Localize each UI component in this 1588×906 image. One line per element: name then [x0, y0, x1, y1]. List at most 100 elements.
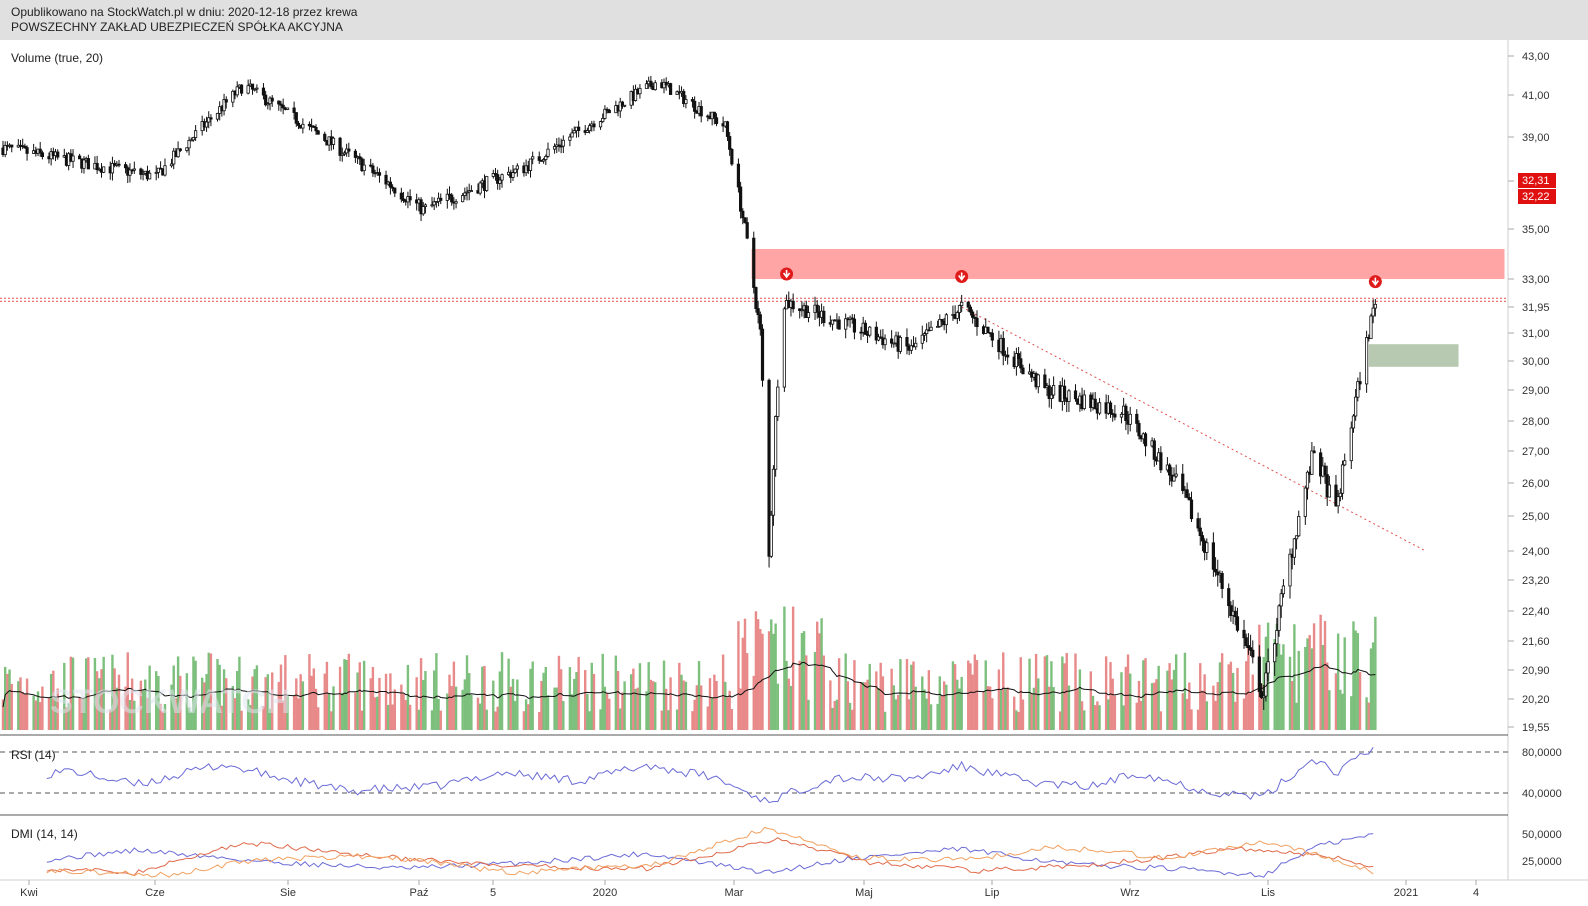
candle-body — [222, 99, 226, 112]
candle-body — [544, 155, 548, 160]
volume-bar — [1174, 654, 1178, 730]
candle-body — [123, 164, 128, 169]
candle-body — [1168, 464, 1172, 476]
candle-body — [743, 217, 747, 223]
volume-bar — [706, 706, 709, 730]
y-tick-label: 27,00 — [1522, 446, 1550, 458]
volume-bar — [384, 673, 388, 730]
volume-bar — [511, 678, 515, 730]
volume-bar — [277, 681, 280, 730]
volume-bar — [767, 631, 771, 730]
volume-bar — [1037, 678, 1040, 730]
volume-bar — [415, 677, 418, 730]
volume-bar — [448, 674, 451, 730]
volume-bar — [1190, 709, 1193, 730]
candle-body — [1327, 484, 1331, 498]
volume-bar — [1227, 664, 1230, 730]
candle-body — [863, 322, 867, 335]
volume-bar — [109, 709, 112, 730]
volume-bar — [417, 709, 421, 730]
candle-body — [1338, 492, 1342, 498]
volume-bar — [881, 676, 885, 730]
candle-body — [771, 468, 776, 516]
candle-body — [684, 99, 688, 105]
volume-bar — [87, 657, 90, 730]
volume-bar — [513, 700, 517, 730]
volume-bar — [1091, 695, 1095, 730]
volume-bar — [65, 707, 68, 730]
candle-body — [570, 132, 574, 138]
volume-bar — [323, 673, 326, 730]
candle-body — [465, 191, 469, 194]
volume-bar — [986, 686, 990, 730]
volume-bar — [402, 693, 405, 730]
candle-body — [905, 337, 909, 347]
y-tick-label: 21,60 — [1522, 636, 1550, 648]
candle-body — [1248, 647, 1253, 651]
volume-bar — [669, 677, 672, 730]
candle-body — [633, 88, 638, 101]
candle-body — [1159, 452, 1163, 471]
volume-bar — [1260, 683, 1263, 730]
y-tick-label: 31,95 — [1522, 302, 1550, 314]
volume-bar — [297, 698, 300, 730]
volume-bar — [1343, 637, 1346, 730]
volume-bar — [608, 698, 611, 730]
volume-bar — [584, 670, 587, 730]
candle-body — [1356, 381, 1360, 398]
candle-body — [769, 514, 773, 557]
volume-bar — [969, 663, 972, 730]
volume-bar — [509, 686, 512, 730]
candle-body — [1196, 518, 1200, 529]
volume-bar — [553, 687, 556, 730]
volume-bar — [557, 655, 561, 730]
volume-bar — [1168, 663, 1171, 730]
volume-bar — [34, 700, 38, 730]
dmi-minus-line — [46, 837, 1374, 876]
volume-bar — [281, 700, 285, 730]
volume-bar — [52, 670, 55, 730]
volume-bar — [400, 684, 403, 730]
volume-bar — [715, 680, 718, 730]
volume-bar — [829, 680, 832, 730]
candle-body — [603, 108, 607, 119]
volume-bar — [360, 710, 364, 730]
volume-bar — [820, 618, 823, 730]
x-tick-label: Maj — [855, 887, 873, 899]
candle-body — [1062, 385, 1067, 399]
volume-bar — [251, 676, 254, 730]
candle-body — [815, 304, 819, 313]
volume-bar — [10, 683, 13, 730]
candle-body — [1181, 473, 1185, 491]
volume-bar — [662, 660, 666, 730]
candle-body — [239, 84, 244, 94]
candle-body — [1312, 450, 1316, 454]
candle-body — [312, 125, 316, 128]
candle-body — [307, 123, 312, 127]
candle-body — [1336, 496, 1340, 507]
candle-body — [1172, 475, 1176, 482]
candle-body — [568, 136, 572, 141]
candle-body — [393, 187, 397, 194]
volume-bar — [176, 656, 180, 730]
candle-body — [215, 112, 220, 120]
volume-bar — [507, 658, 510, 730]
volume-bar — [437, 698, 440, 730]
volume-bar — [299, 674, 302, 730]
candle-body — [649, 80, 653, 87]
volume-bar — [163, 703, 167, 730]
volume-bar — [483, 665, 486, 730]
candle-body — [758, 314, 762, 330]
x-tick-label: 5 — [490, 887, 496, 899]
candle-body — [577, 126, 581, 131]
candle-body — [266, 103, 270, 106]
volume-bar — [1034, 653, 1038, 730]
volume-bar — [84, 658, 88, 730]
volume-bar — [730, 709, 734, 730]
candle-body — [139, 168, 143, 175]
volume-bar — [378, 677, 381, 730]
candle-body — [837, 319, 841, 330]
volume-bar — [371, 666, 375, 730]
y-tick-label: 26,00 — [1522, 478, 1550, 490]
